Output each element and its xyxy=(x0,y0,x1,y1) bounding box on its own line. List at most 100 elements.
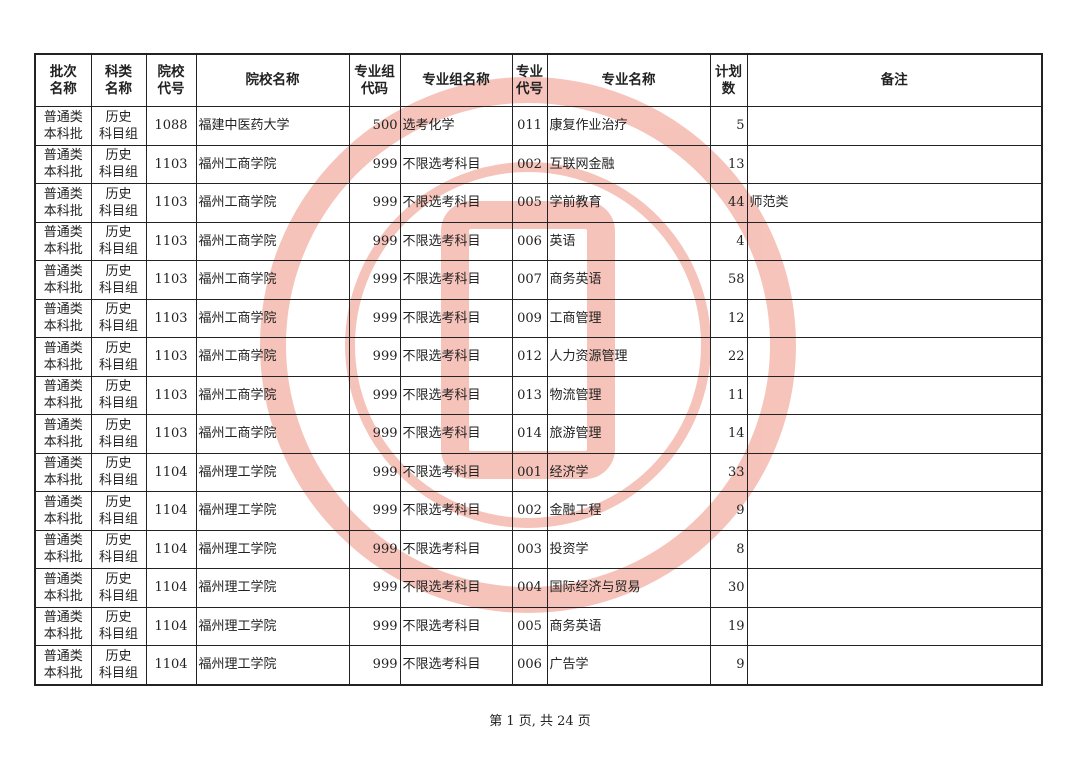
cell-school-name: 福州理工学院 xyxy=(195,529,350,569)
cell-school-name: 福州理工学院 xyxy=(195,645,350,685)
cell-category: 历史 科目组 xyxy=(90,375,147,415)
cell-major-name: 投资学 xyxy=(546,529,711,569)
header-category: 科类 名称 xyxy=(90,53,147,107)
cell-major-name: 经济学 xyxy=(546,452,711,492)
admission-plan-table: 批次 名称 科类 名称 院校 代号 院校名称 专业组 代码 专业组名称 专业 代号 专业名称 计划数备注 … xyxy=(34,53,1043,686)
cell-school-code: 1103 xyxy=(145,375,197,415)
cell-school-code: 1104 xyxy=(145,645,197,685)
cell-major-code: 013 xyxy=(511,375,548,415)
header-school-name: 院校名称 xyxy=(195,53,350,107)
cell-plan-count: 4 xyxy=(709,221,748,261)
cell-school-name: 福州工商学院 xyxy=(195,337,350,377)
cell-group-code: 999 xyxy=(348,568,401,608)
cell-batch: 普通类 本科批 xyxy=(34,337,92,377)
cell-plan-count: 12 xyxy=(709,298,748,338)
cell-remarks xyxy=(746,221,1043,261)
cell-major-name: 工商管理 xyxy=(546,298,711,338)
cell-major-code: 006 xyxy=(511,221,548,261)
header-group-name: 专业组名称 xyxy=(399,53,513,107)
cell-major-name: 商务英语 xyxy=(546,260,711,300)
cell-group-code: 999 xyxy=(348,221,401,261)
header-batch: 批次 名称 xyxy=(34,53,92,107)
cell-remarks xyxy=(746,491,1043,531)
cell-group-name: 不限选考科目 xyxy=(399,645,513,685)
cell-group-name: 不限选考科目 xyxy=(399,606,513,646)
cell-plan-count: 8 xyxy=(709,529,748,569)
cell-group-code: 999 xyxy=(348,260,401,300)
cell-batch: 普通类 本科批 xyxy=(34,221,92,261)
cell-school-code: 1103 xyxy=(145,298,197,338)
cell-group-name: 不限选考科目 xyxy=(399,375,513,415)
cell-major-code: 005 xyxy=(511,183,548,223)
table-row: 普通类 本科批 历史 科目组 1104 福州理工学院 999 不限选考科目 002 金融工程 9 xyxy=(34,491,1043,531)
cell-remarks xyxy=(746,529,1043,569)
cell-school-code: 1103 xyxy=(145,144,197,184)
cell-school-code: 1103 xyxy=(145,183,197,223)
cell-major-code: 002 xyxy=(511,491,548,531)
cell-group-code: 999 xyxy=(348,414,401,454)
cell-group-code: 999 xyxy=(348,183,401,223)
table-row: 普通类 本科批 历史 科目组 1104 福州理工学院 999 不限选考科目 006 广告学 9 xyxy=(34,645,1043,685)
cell-group-code: 500 xyxy=(348,106,401,146)
cell-school-name: 福州工商学院 xyxy=(195,221,350,261)
cell-remarks xyxy=(746,606,1043,646)
cell-group-name: 不限选考科目 xyxy=(399,452,513,492)
cell-remarks xyxy=(746,260,1043,300)
table-row: 普通类 本科批 历史 科目组 1103 福州工商学院 999 不限选考科目 009 工商管理 12 xyxy=(34,298,1043,338)
cell-batch: 普通类 本科批 xyxy=(34,106,92,146)
cell-category: 历史 科目组 xyxy=(90,337,147,377)
cell-school-name: 福州工商学院 xyxy=(195,144,350,184)
cell-group-code: 999 xyxy=(348,606,401,646)
cell-batch: 普通类 本科批 xyxy=(34,298,92,338)
cell-batch: 普通类 本科批 xyxy=(34,529,92,569)
table-header-row: 批次 名称 科类 名称 院校 代号 院校名称 专业组 代码 专业组名称 专业 代号 专业名称 计划数备注 xyxy=(34,53,1043,107)
table-row: 普通类 本科批 历史 科目组 1104 福州理工学院 999 不限选考科目 003 投资学 8 xyxy=(34,529,1043,569)
cell-group-code: 999 xyxy=(348,491,401,531)
cell-group-name: 不限选考科目 xyxy=(399,529,513,569)
table-row: 普通类 本科批 历史 科目组 1104 福州理工学院 999 不限选考科目 004 国际经济与贸易… xyxy=(34,568,1043,608)
cell-major-name: 广告学 xyxy=(546,645,711,685)
cell-plan-count: 14 xyxy=(709,414,748,454)
cell-major-name: 英语 xyxy=(546,221,711,261)
cell-category: 历史 科目组 xyxy=(90,568,147,608)
cell-major-name: 国际经济与贸易 xyxy=(546,568,711,608)
cell-batch: 普通类 本科批 xyxy=(34,452,92,492)
table-row: 普通类 本科批 历史 科目组 1103 福州工商学院 999 不限选考科目 005 学前教育 44 师… xyxy=(34,183,1043,223)
cell-batch: 普通类 本科批 xyxy=(34,260,92,300)
cell-major-name: 互联网金融 xyxy=(546,144,711,184)
cell-batch: 普通类 本科批 xyxy=(34,606,92,646)
cell-group-name: 不限选考科目 xyxy=(399,298,513,338)
cell-category: 历史 科目组 xyxy=(90,183,147,223)
cell-major-code: 004 xyxy=(511,568,548,608)
cell-school-code: 1103 xyxy=(145,221,197,261)
header-school-code: 院校 代号 xyxy=(145,53,197,107)
cell-group-name: 不限选考科目 xyxy=(399,144,513,184)
cell-remarks: 师范类 xyxy=(746,183,1043,223)
cell-group-name: 不限选考科目 xyxy=(399,221,513,261)
cell-remarks xyxy=(746,375,1043,415)
cell-major-code: 007 xyxy=(511,260,548,300)
cell-major-code: 012 xyxy=(511,337,548,377)
cell-school-name: 福州理工学院 xyxy=(195,491,350,531)
cell-plan-count: 9 xyxy=(709,645,748,685)
cell-school-code: 1103 xyxy=(145,260,197,300)
cell-school-code: 1104 xyxy=(145,491,197,531)
cell-school-code: 1104 xyxy=(145,529,197,569)
cell-group-name: 不限选考科目 xyxy=(399,491,513,531)
cell-remarks xyxy=(746,144,1043,184)
cell-major-code: 002 xyxy=(511,144,548,184)
cell-group-code: 999 xyxy=(348,144,401,184)
cell-batch: 普通类 本科批 xyxy=(34,375,92,415)
header-group-code: 专业组 代码 xyxy=(348,53,401,107)
header-major-code: 专业 代号 xyxy=(511,53,548,107)
cell-school-code: 1104 xyxy=(145,606,197,646)
cell-remarks xyxy=(746,414,1043,454)
cell-plan-count: 5 xyxy=(709,106,748,146)
cell-group-name: 不限选考科目 xyxy=(399,568,513,608)
cell-batch: 普通类 本科批 xyxy=(34,414,92,454)
cell-plan-count: 22 xyxy=(709,337,748,377)
table-row: 普通类 本科批 历史 科目组 1103 福州工商学院 999 不限选考科目 014 旅游管理 14 xyxy=(34,414,1043,454)
table-row: 普通类 本科批 历史 科目组 1103 福州工商学院 999 不限选考科目 012 人力资源管理 2… xyxy=(34,337,1043,377)
cell-plan-count: 58 xyxy=(709,260,748,300)
cell-remarks xyxy=(746,452,1043,492)
